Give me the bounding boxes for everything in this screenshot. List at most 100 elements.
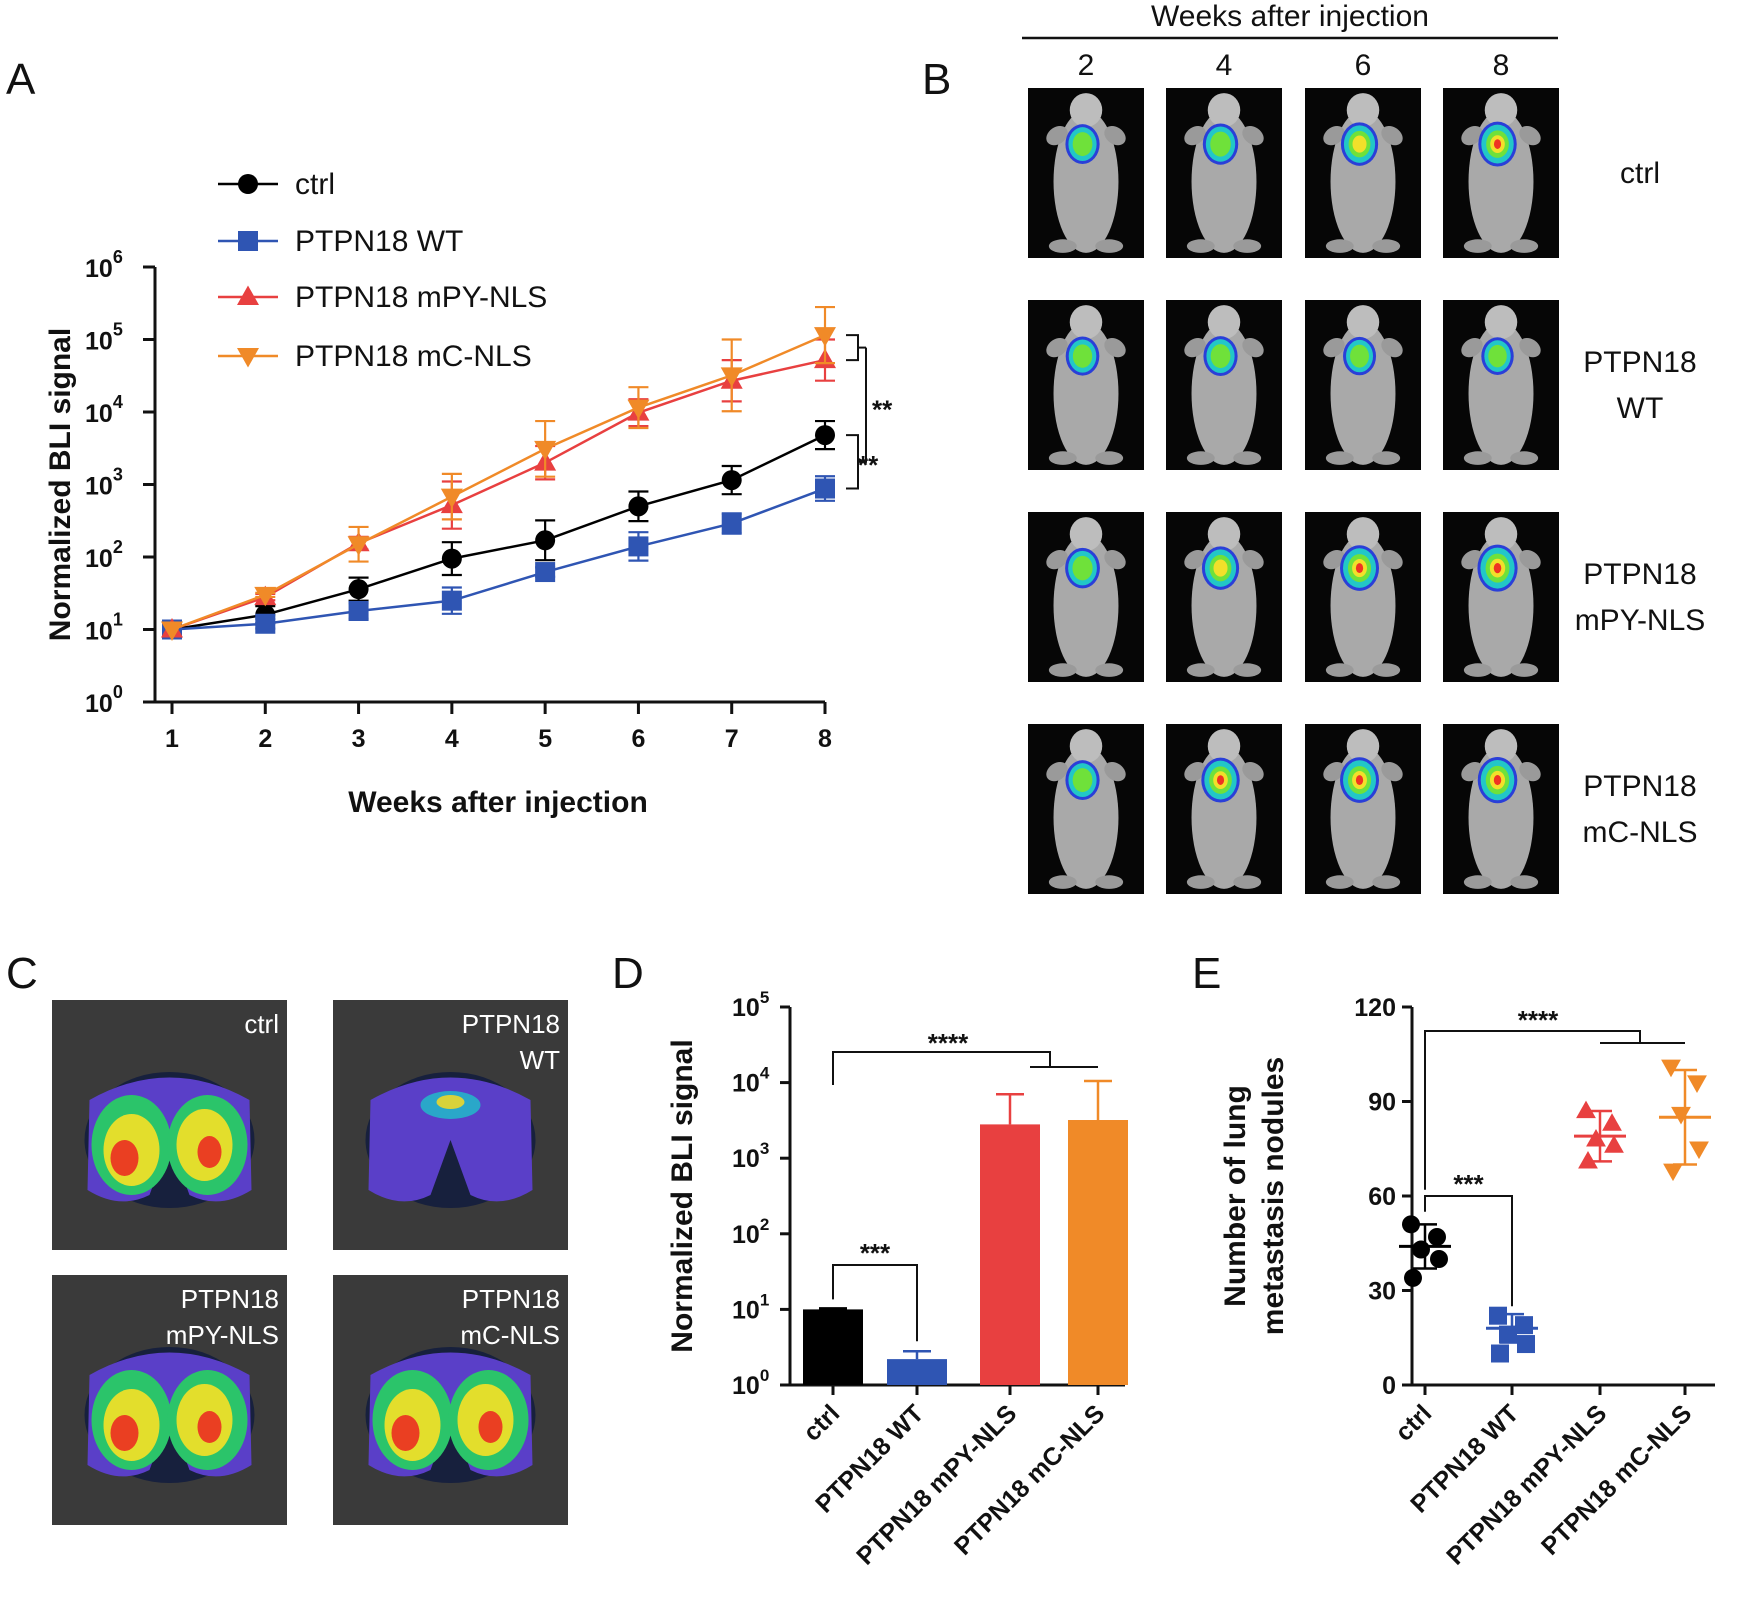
data-point	[1489, 1306, 1507, 1325]
significance-label: **	[858, 450, 879, 480]
y-tick-exponent: 3	[760, 1139, 769, 1158]
x-tick-label: PTPN18 mPY-NLS	[1441, 1399, 1612, 1570]
mouse-leg	[1510, 875, 1539, 889]
legend-label: PTPN18 mC-NLS	[295, 340, 532, 373]
mouse-leg	[1325, 239, 1354, 253]
mouse-arm	[1242, 125, 1264, 146]
y-tick-base: 10	[85, 328, 113, 356]
significance-label: **	[872, 395, 893, 425]
signal-red	[1216, 775, 1225, 785]
bracket	[846, 434, 859, 490]
panel-e-scatter-chart: 0 30 60 90 120 Number of lung metastasis nodul…	[1219, 994, 1715, 1571]
mouse-head	[1207, 517, 1241, 552]
mouse-leg	[1463, 451, 1492, 465]
data-point	[1491, 1344, 1509, 1363]
y-tick-label: 105	[732, 988, 769, 1022]
mouse-arm	[1104, 761, 1126, 782]
data-point	[628, 536, 649, 557]
signal-red	[1355, 775, 1364, 786]
mouse-arm	[1323, 549, 1345, 570]
mouse-arm	[1519, 549, 1541, 570]
data-point	[720, 367, 743, 387]
series-line	[171, 433, 826, 631]
legend-marker	[237, 348, 259, 368]
data-point	[1576, 1100, 1596, 1119]
mouse-image	[1305, 512, 1421, 682]
y-tick-label: 104	[732, 1064, 770, 1098]
y-tick-exponent: 3	[113, 465, 123, 485]
signal-green	[1072, 555, 1093, 581]
x-tick-label: 5	[538, 725, 552, 753]
mouse-arm	[1184, 337, 1206, 358]
legend-marker	[238, 231, 258, 251]
lung-label: PTPN18	[462, 1284, 560, 1314]
legend-label: ctrl	[295, 168, 335, 201]
series-line	[171, 358, 826, 631]
lung-label: mC-NLS	[460, 1320, 560, 1350]
y-tick-label: 106	[85, 247, 123, 283]
data-point	[440, 488, 463, 509]
mouse-arm	[1461, 337, 1483, 358]
mouse-arm	[1519, 337, 1541, 358]
mouse-leg	[1048, 663, 1077, 677]
bar	[803, 1309, 863, 1385]
mouse-leg	[1510, 663, 1539, 677]
signal-yellow	[1352, 135, 1367, 153]
mouse-image	[1166, 724, 1282, 894]
x-tick-label: 2	[258, 725, 272, 753]
mouse-arm	[1242, 761, 1264, 782]
data-point	[1604, 1135, 1624, 1153]
mouse-head	[1484, 93, 1518, 128]
y-axis-title: metastasis nodules	[1257, 1057, 1290, 1335]
y-tick-exponent: 1	[760, 1290, 769, 1309]
y-tick-label: 60	[1368, 1183, 1396, 1211]
lung-image: PTPN18 mC-NLS	[333, 1275, 568, 1525]
data-point	[535, 562, 556, 583]
x-tick-label: 7	[725, 725, 739, 753]
y-axis-title: Number of lung	[1219, 1085, 1252, 1307]
mouse-leg	[1233, 875, 1262, 889]
mouse-leg	[1463, 239, 1492, 253]
signal-red	[110, 1415, 139, 1451]
bar	[887, 1359, 947, 1385]
mouse-leg	[1510, 239, 1539, 253]
mouse-image	[1028, 88, 1144, 258]
row-label: PTPN18	[1583, 346, 1696, 379]
mouse-image	[1028, 512, 1144, 682]
mouse-leg	[1325, 663, 1354, 677]
mouse-image	[1443, 300, 1559, 470]
row-label: WT	[1617, 392, 1664, 425]
mouse-arm	[1104, 337, 1126, 358]
week-label: 8	[1493, 49, 1510, 82]
y-tick-exponent: 5	[760, 988, 769, 1007]
series-line	[171, 333, 826, 631]
x-tick-label: 1	[165, 725, 179, 753]
x-tick-label: PTPN18 mC-NLS	[1536, 1399, 1697, 1560]
panel-c-lung-images: ctrl PTPN18 WT PTPN18 mPY-NLS PTPN18 mC-NLS	[52, 1000, 568, 1525]
signal-red	[478, 1411, 503, 1443]
y-tick-base: 10	[85, 473, 113, 501]
mouse-leg	[1048, 875, 1077, 889]
mouse-arm	[1104, 549, 1126, 570]
signal-red	[110, 1140, 139, 1176]
y-tick-label: 100	[732, 1366, 769, 1400]
significance-label: ****	[1518, 1005, 1559, 1035]
mouse-arm	[1461, 125, 1483, 146]
mouse-head	[1484, 729, 1518, 764]
mouse-image	[1305, 724, 1421, 894]
mouse-head	[1484, 517, 1518, 552]
mouse-leg	[1095, 875, 1124, 889]
y-tick-label: 101	[732, 1290, 769, 1324]
mouse-image	[1443, 724, 1559, 894]
mouse-leg	[1095, 451, 1124, 465]
x-tick-label: 4	[445, 725, 459, 753]
data-point	[1517, 1335, 1535, 1354]
signal-green	[1072, 768, 1093, 793]
mouse-leg	[1233, 451, 1262, 465]
lung-image: PTPN18 mPY-NLS	[52, 1275, 287, 1525]
panel-letter-d: D	[612, 949, 644, 998]
y-tick-exponent: 6	[113, 247, 123, 267]
y-tick-label: 102	[732, 1215, 769, 1249]
y-tick-exponent: 1	[113, 610, 123, 630]
